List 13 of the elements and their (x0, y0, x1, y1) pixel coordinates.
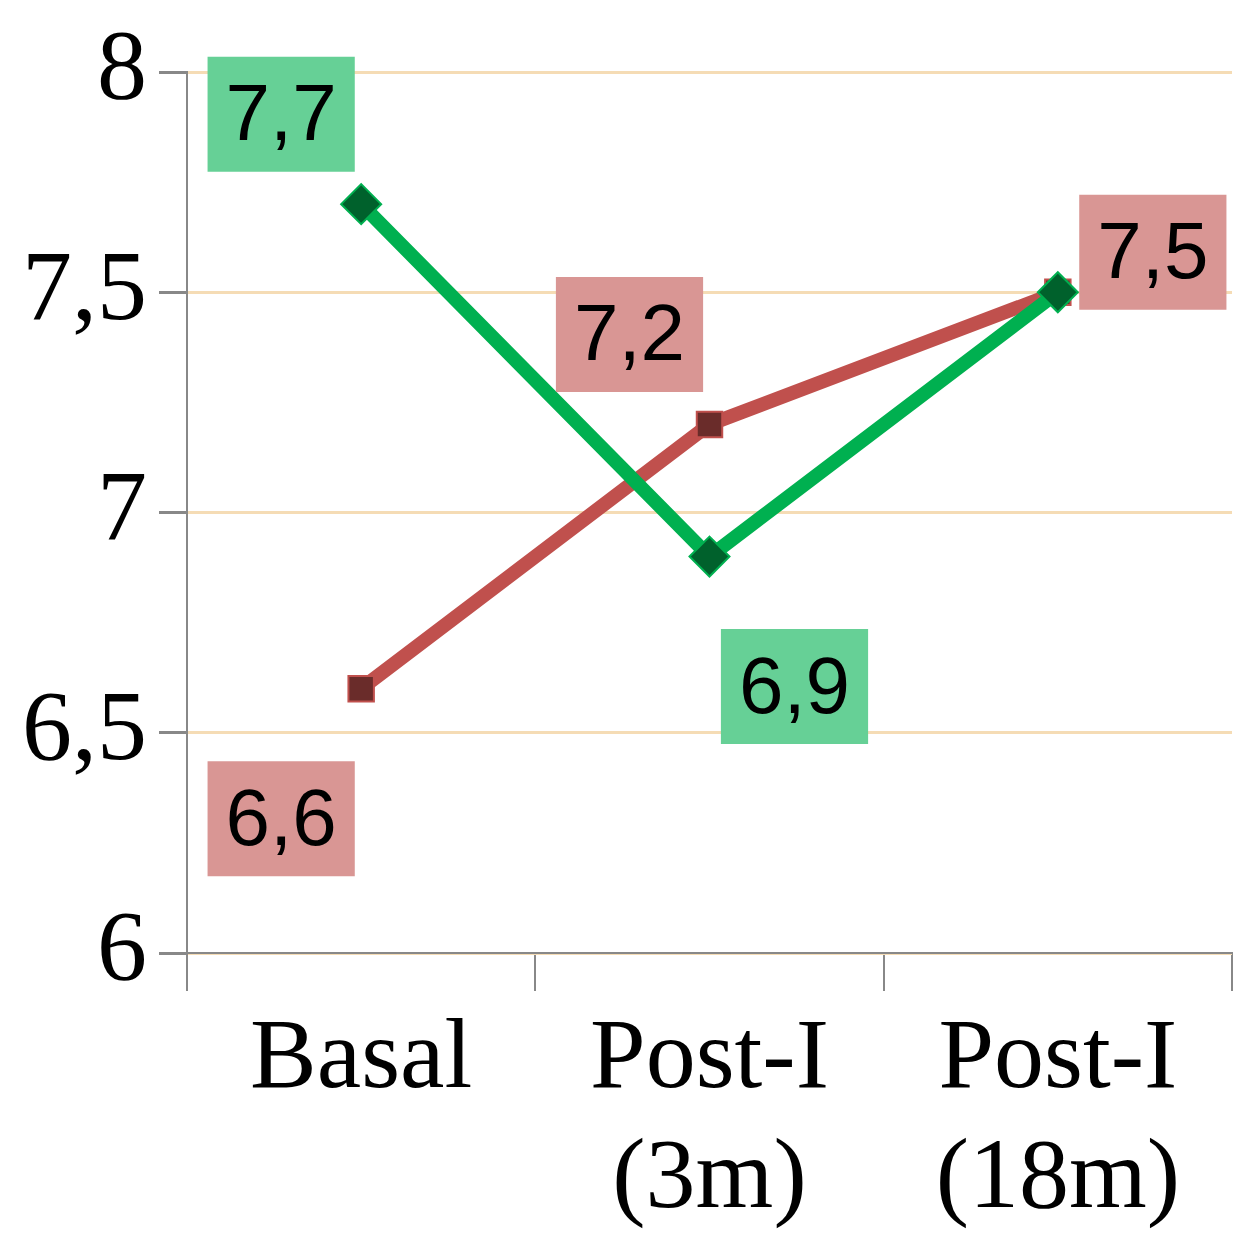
data-label: 6,6 (225, 772, 337, 862)
data-label: 6,9 (738, 640, 851, 730)
y-tick-label: 8 (97, 9, 147, 121)
x-tick-label: Basal (250, 998, 473, 1110)
y-tick-label: 6 (97, 890, 147, 1002)
data-label: 7,5 (1097, 206, 1209, 296)
y-tick-label: 6,5 (22, 670, 147, 782)
data-label: 7,7 (225, 68, 337, 158)
x-tick-label: Post-I (18m) (935, 998, 1181, 1230)
y-tick-label: 7 (97, 449, 147, 561)
x-tick-label: Post-I (3m) (590, 998, 829, 1230)
data-label: 7,2 (573, 288, 686, 378)
y-tick-label: 7,5 (22, 229, 147, 341)
